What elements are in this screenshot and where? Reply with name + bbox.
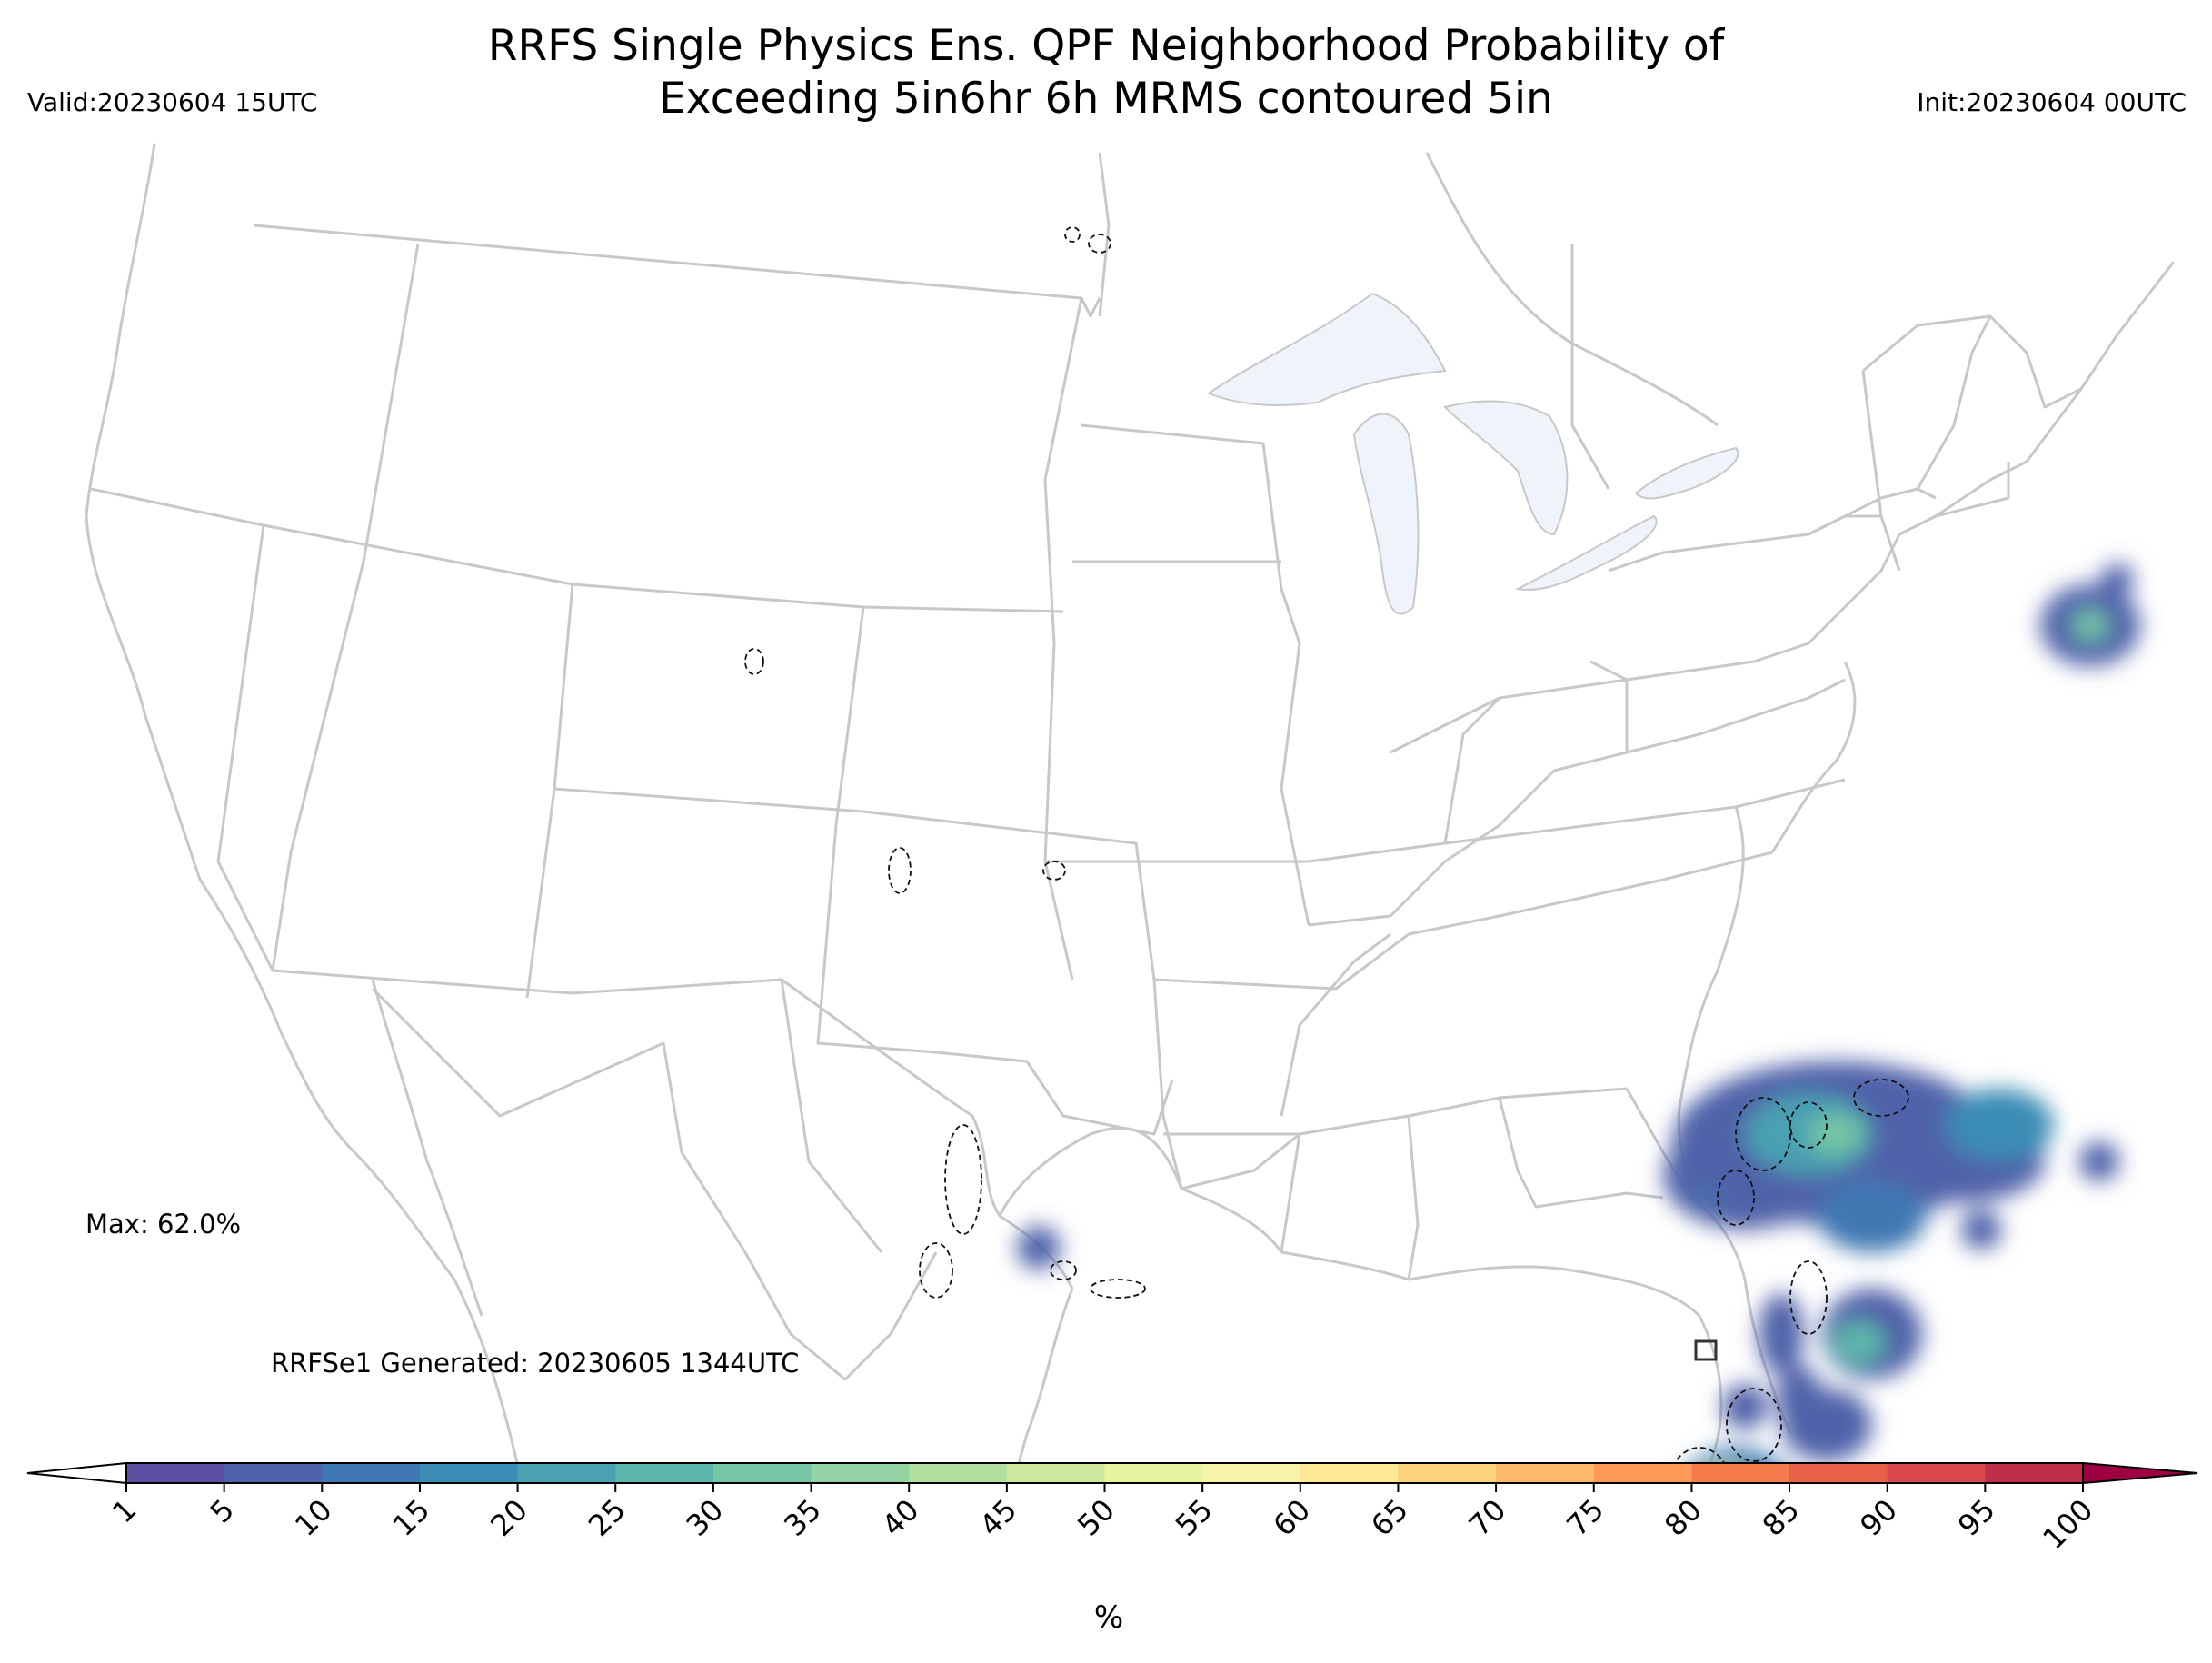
colorbar: 1 5 10 15 20 25 30 35 40 45 50 55 60 65 70 75 80 85 90 95 10… [26, 1461, 2198, 1556]
max-location-marker [1694, 1339, 1718, 1361]
colorbar-cell [1006, 1463, 1105, 1483]
colorbar-over-extension [2082, 1461, 2198, 1485]
colorbar-tick-label: 10 [288, 1492, 339, 1543]
colorbar-tick-label: 55 [1169, 1492, 1220, 1543]
colorbar-cell [615, 1463, 714, 1483]
colorbar-cell [811, 1463, 910, 1483]
colorbar-tick-label: 40 [875, 1492, 926, 1543]
colorbar-cell [1887, 1463, 1986, 1483]
map-title: RRFS Single Physics Ens. QPF Neighborhoo… [0, 20, 2212, 125]
colorbar-tick-label: 15 [386, 1492, 437, 1543]
colorbar-cell [1202, 1463, 1301, 1483]
colorbar-cells [26, 1461, 2198, 1485]
valid-time-label: Valid:20230604 15UTC [27, 87, 318, 117]
colorbar-cell [517, 1463, 616, 1483]
colorbar-tick-label: 20 [483, 1492, 534, 1543]
colorbar-ticks: 1 5 10 15 20 25 30 35 40 45 50 55 60 65 70 75 80 85 90 95 10… [105, 1483, 2099, 1556]
colorbar-cell [1398, 1463, 1497, 1483]
colorbar-tick-label: 5 [204, 1492, 241, 1529]
colorbar-cell [1300, 1463, 1399, 1483]
great-lakes [1206, 292, 1739, 615]
colorbar-tick-label: 25 [582, 1492, 633, 1543]
probability-map [27, 134, 2174, 1467]
probability-shading [1017, 563, 2140, 1467]
colorbar-cell [322, 1463, 421, 1483]
colorbar-cell [419, 1463, 519, 1483]
colorbar-tick-label: 60 [1267, 1492, 1318, 1543]
colorbar-tick-label: 90 [1853, 1492, 1904, 1543]
title-line-2: Exceeding 5in6hr 6h MRMS contoured 5in [659, 74, 1553, 124]
title-line-1: RRFS Single Physics Ens. QPF Neighborhoo… [487, 21, 1725, 71]
init-time-label: Init:20230604 00UTC [1917, 87, 2187, 117]
colorbar-tick-label: 65 [1364, 1492, 1415, 1543]
colorbar-tick-label: 70 [1462, 1492, 1513, 1543]
generated-label: RRFSe1 Generated: 20230605 1344UTC [271, 1348, 800, 1379]
colorbar-cell [1104, 1463, 1203, 1483]
colorbar-cell [1691, 1463, 1790, 1483]
max-value-label: Max: 62.0% [85, 1209, 242, 1240]
colorbar-cell [909, 1463, 1008, 1483]
state-borders [85, 143, 2174, 1467]
colorbar-tick-label: 50 [1071, 1492, 1121, 1543]
colorbar-cell [1789, 1463, 1888, 1483]
colorbar-tick-label: 45 [973, 1492, 1024, 1543]
mrms-contours [744, 226, 1909, 1467]
colorbar-unit: % [1093, 1599, 1124, 1636]
colorbar-tick-label: 75 [1559, 1492, 1610, 1543]
colorbar-cell [1496, 1463, 1595, 1483]
colorbar-tick-label: 35 [777, 1492, 828, 1543]
colorbar-tick-label: 30 [680, 1492, 731, 1543]
map-background [27, 134, 2174, 1467]
colorbar-cell [712, 1463, 812, 1483]
colorbar-cell [1593, 1463, 1692, 1483]
colorbar-tick-label: 85 [1756, 1492, 1807, 1543]
colorbar-cell [126, 1463, 225, 1483]
colorbar-under-extension [26, 1461, 127, 1485]
colorbar-cell [224, 1463, 323, 1483]
colorbar-tick-label: 80 [1658, 1492, 1709, 1543]
colorbar-tick-label: 100 [2036, 1492, 2099, 1556]
colorbar-cell [1985, 1463, 2084, 1483]
colorbar-tick-label: 95 [1951, 1492, 2002, 1543]
colorbar-tick-label: 1 [105, 1492, 143, 1529]
